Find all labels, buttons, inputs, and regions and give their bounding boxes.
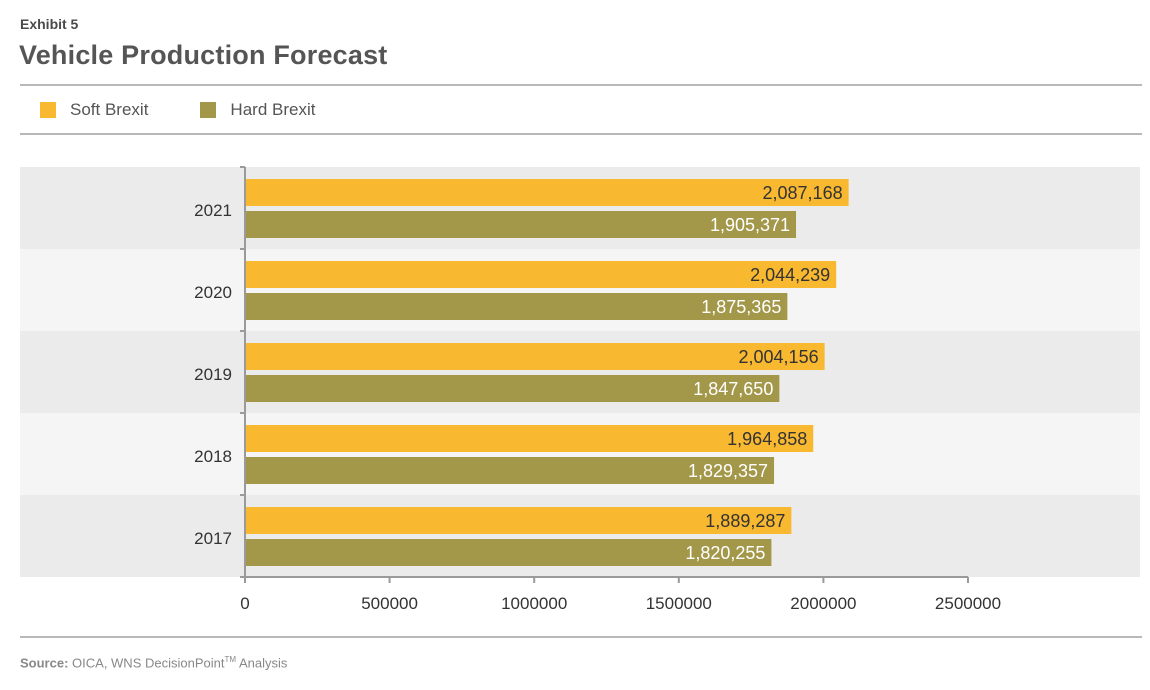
source-suffix: Analysis: [238, 655, 288, 671]
category-label: 2020: [194, 283, 232, 302]
x-tick-label: 0: [240, 594, 249, 613]
category-label: 2018: [194, 447, 232, 466]
title-divider: [20, 84, 1142, 86]
data-label-soft-brexit: 2,044,239: [750, 265, 830, 285]
bar-hard-brexit: [245, 293, 788, 320]
chart-title: Vehicle Production Forecast: [19, 40, 388, 70]
category-label: 2019: [194, 365, 232, 384]
bar-soft-brexit: [245, 261, 837, 288]
x-tick-label: 2000000: [790, 594, 856, 613]
legend-label-soft-brexit: Soft Brexit: [70, 100, 149, 119]
legend: Soft Brexit Hard Brexit: [40, 100, 367, 120]
legend-swatch-soft-brexit: [40, 102, 56, 118]
x-tick-label: 1000000: [501, 594, 567, 613]
x-tick-label: 2500000: [935, 594, 1001, 613]
bar-hard-brexit: [245, 211, 797, 238]
x-tick-label: 500000: [361, 594, 418, 613]
category-label: 2017: [194, 529, 232, 548]
bar-soft-brexit: [245, 507, 792, 534]
bar-soft-brexit: [245, 179, 849, 206]
legend-swatch-hard-brexit: [200, 102, 217, 118]
bar-hard-brexit: [245, 375, 780, 402]
bar-hard-brexit: [245, 457, 775, 484]
data-label-hard-brexit: 1,820,255: [685, 543, 765, 563]
data-label-soft-brexit: 2,087,168: [763, 183, 843, 203]
legend-label-hard-brexit: Hard Brexit: [230, 100, 316, 119]
data-label-soft-brexit: 1,889,287: [705, 511, 785, 531]
data-label-hard-brexit: 1,847,650: [693, 379, 773, 399]
bar-soft-brexit: [245, 425, 814, 452]
legend-divider: [20, 133, 1142, 135]
x-tick-label: 1500000: [646, 594, 712, 613]
category-label: 2021: [194, 201, 232, 220]
bar-soft-brexit: [245, 343, 825, 370]
data-label-soft-brexit: 2,004,156: [739, 347, 819, 367]
source-text: OICA, WNS DecisionPoint: [72, 655, 225, 671]
source-label: Source:: [20, 655, 69, 671]
data-label-hard-brexit: 1,829,357: [688, 461, 768, 481]
exhibit-label: Exhibit 5: [20, 16, 79, 32]
source-trademark: TM: [224, 655, 237, 664]
data-label-hard-brexit: 1,905,371: [710, 215, 790, 235]
data-label-soft-brexit: 1,964,858: [727, 429, 807, 449]
source-note: Source: OICA, WNS DecisionPointTM Analys…: [20, 655, 287, 670]
legend-item-hard-brexit: Hard Brexit: [200, 100, 315, 120]
bar-hard-brexit: [245, 539, 772, 566]
data-label-hard-brexit: 1,875,365: [701, 297, 781, 317]
legend-item-soft-brexit: Soft Brexit: [40, 100, 148, 120]
footer-divider: [20, 636, 1142, 638]
